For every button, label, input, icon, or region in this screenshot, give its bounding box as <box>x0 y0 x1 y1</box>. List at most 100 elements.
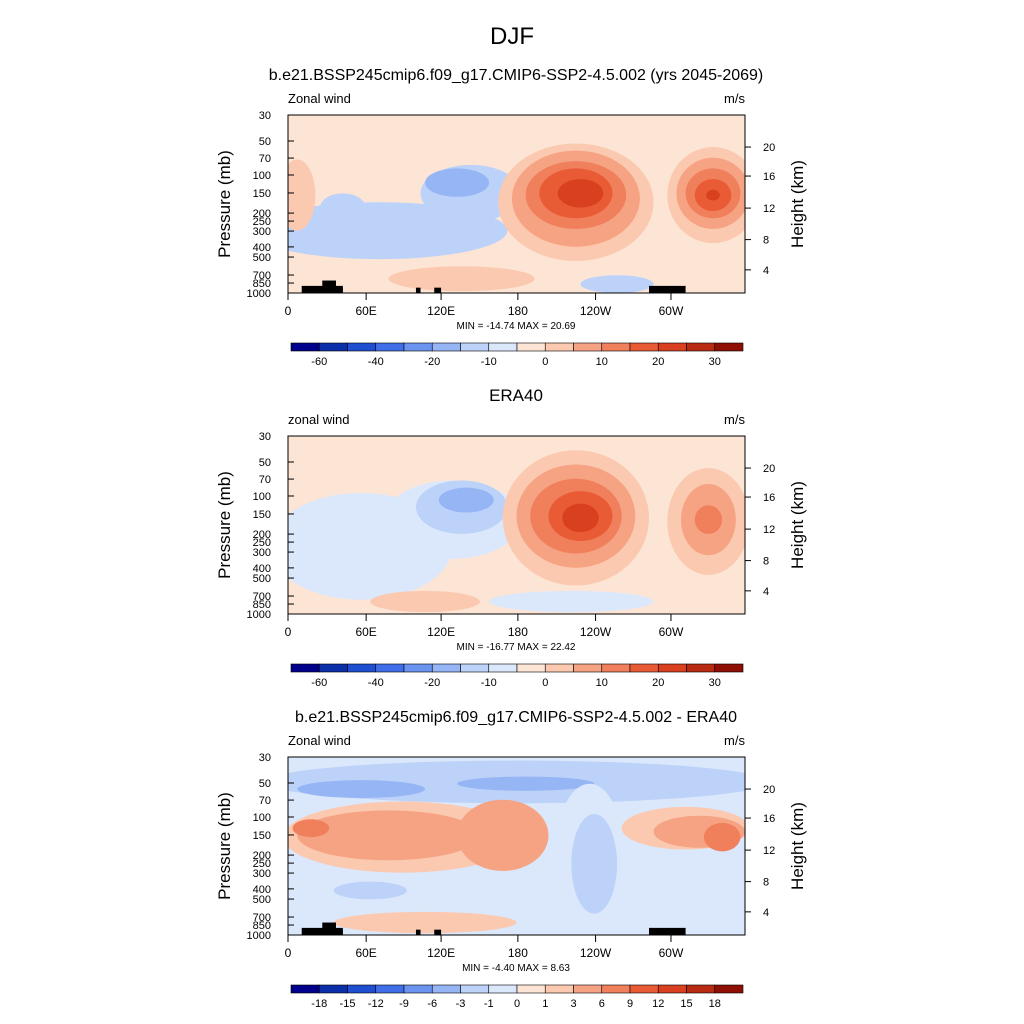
page-title: DJF <box>490 23 534 50</box>
colorbar-box <box>290 984 320 994</box>
unit-label: m/s <box>724 733 745 748</box>
contour-low-westerly <box>370 590 480 613</box>
colorbar-label: -18 <box>311 998 327 1010</box>
plot-frame <box>287 756 746 936</box>
y-tick-label: 30 <box>259 110 271 122</box>
y-tick-label: 850 <box>253 278 271 290</box>
contour-pos-mid <box>457 799 549 871</box>
colorbar-box <box>318 342 348 352</box>
colorbar-label: 1 <box>542 998 548 1010</box>
contour-neg-core-upper <box>297 780 426 798</box>
colorbar-box <box>601 342 631 352</box>
plot-frame <box>287 435 746 615</box>
colorbar-box <box>347 984 377 994</box>
x-tick-label: 120E <box>427 946 455 960</box>
y-axis-label: Pressure (mb) <box>215 150 234 258</box>
colorbar-label: 0 <box>542 677 548 689</box>
x-tick-label: 120W <box>580 304 612 318</box>
topography <box>434 929 442 935</box>
colorbar-box <box>460 984 490 994</box>
x-tick-label: 180 <box>508 946 528 960</box>
colorbar-label: -60 <box>311 677 327 689</box>
contour-jet-core <box>562 503 599 533</box>
colorbar-box <box>460 342 490 352</box>
colorbar-box <box>290 342 320 352</box>
y-tick-label: 700 <box>253 270 271 282</box>
colorbar-label: -12 <box>368 998 384 1010</box>
y-tick-label: 400 <box>253 563 271 575</box>
y-tick-label: 70 <box>259 795 271 807</box>
contour-easterly-patch <box>319 193 366 222</box>
panel-title: b.e21.BSSP245cmip6.f09_g17.CMIP6-SSP2-4.… <box>295 709 737 726</box>
panel-title: ERA40 <box>489 386 543 405</box>
colorbar-box <box>460 663 490 673</box>
colorbar-box <box>544 342 574 352</box>
min-max-label: MIN = -4.40 MAX = 8.63 <box>462 963 570 974</box>
colorbar-label: -10 <box>481 677 497 689</box>
colorbar-box <box>431 984 461 994</box>
colorbar-label: 30 <box>709 677 721 689</box>
colorbar-label: 0 <box>514 998 520 1010</box>
y-tick-label: 150 <box>253 509 271 521</box>
y-tick-label: 1000 <box>247 609 271 621</box>
colorbar-box <box>657 984 687 994</box>
colorbar-label: 10 <box>596 356 608 368</box>
height-tick-label: 12 <box>763 845 775 857</box>
left-label: Zonal wind <box>288 733 351 748</box>
colorbar-box <box>318 984 348 994</box>
height-tick-label: 20 <box>763 463 775 475</box>
y-tick-label: 700 <box>253 591 271 603</box>
y-tick-label: 250 <box>253 216 271 228</box>
unit-label: m/s <box>724 91 745 106</box>
y-axis-label: Pressure (mb) <box>215 471 234 579</box>
x-tick-label: 120W <box>580 946 612 960</box>
plot-area <box>288 436 745 614</box>
colorbar-box <box>488 663 518 673</box>
colorbar-box <box>403 984 433 994</box>
colorbar-box <box>629 984 659 994</box>
y-tick-label: 700 <box>253 912 271 924</box>
colorbar-box <box>714 663 744 673</box>
plot-frame <box>287 114 746 294</box>
colorbar-label: 10 <box>596 677 608 689</box>
colorbar-box <box>657 342 687 352</box>
height-tick-label: 12 <box>763 203 775 215</box>
y-tick-label: 30 <box>259 752 271 764</box>
colorbar-box <box>516 984 546 994</box>
colorbar-box <box>573 342 603 352</box>
y-tick-label: 500 <box>253 573 271 585</box>
y-tick-label: 1000 <box>247 930 271 942</box>
colorbar-label: -40 <box>368 677 384 689</box>
min-max-label: MIN = -16.77 MAX = 22.42 <box>457 642 576 653</box>
x-tick-label: 60W <box>659 304 684 318</box>
colorbar-label: 12 <box>652 998 664 1010</box>
height-tick-label: 16 <box>763 492 775 504</box>
colorbar-label: -9 <box>399 998 409 1010</box>
contour-jet-core <box>557 179 604 208</box>
colorbar-box <box>544 984 574 994</box>
height-tick-label: 4 <box>763 586 769 598</box>
y-tick-label: 50 <box>259 136 271 148</box>
colorbar-box <box>601 984 631 994</box>
colorbar-label: 20 <box>652 356 664 368</box>
x-tick-label: 60E <box>355 946 376 960</box>
colorbar-box <box>657 663 687 673</box>
left-label: Zonal wind <box>288 91 351 106</box>
contour-low-easterly <box>580 275 654 293</box>
colorbar-box <box>403 342 433 352</box>
x-tick-label: 0 <box>285 946 292 960</box>
colorbar-label: -20 <box>424 677 440 689</box>
colorbar-label: 18 <box>709 998 721 1010</box>
colorbar-box <box>375 984 405 994</box>
y-tick-label: 50 <box>259 457 271 469</box>
y-tick-label: 250 <box>253 858 271 870</box>
topography <box>324 929 343 935</box>
contour-jet2-core <box>706 189 720 201</box>
y-tick-label: 250 <box>253 537 271 549</box>
colorbar-box <box>516 342 546 352</box>
panel-title: b.e21.BSSP245cmip6.f09_g17.CMIP6-SSP2-4.… <box>269 67 764 84</box>
colorbar-box <box>375 663 405 673</box>
contour-neg-column-core <box>571 813 618 914</box>
